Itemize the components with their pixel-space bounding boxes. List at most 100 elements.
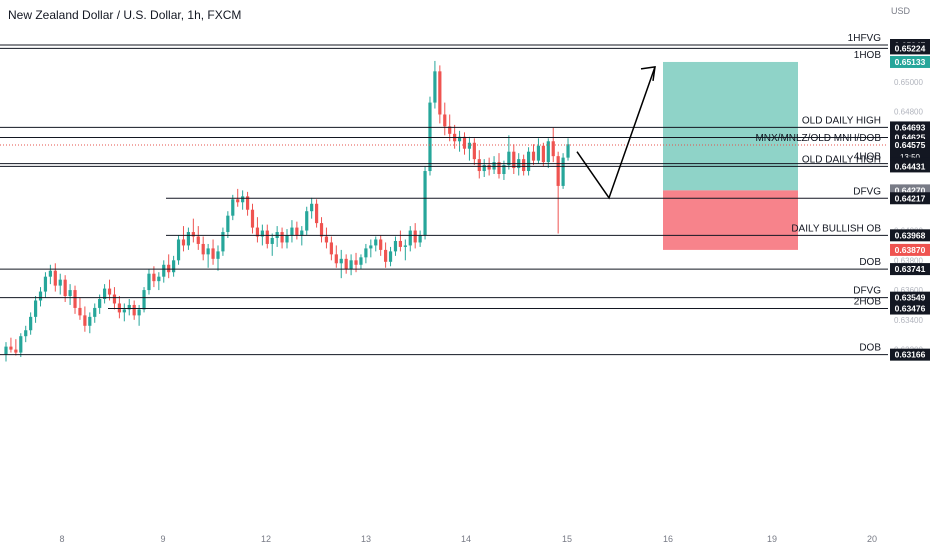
price-label-box xyxy=(890,42,930,55)
x-tick-label: 16 xyxy=(663,534,673,544)
candle-body xyxy=(477,159,481,172)
candle-body xyxy=(546,141,550,163)
candle-body xyxy=(201,243,205,255)
candle-body xyxy=(14,349,18,353)
candle-body xyxy=(24,330,28,337)
candle-body xyxy=(290,227,294,236)
candle-body xyxy=(531,151,536,161)
candle-body xyxy=(9,346,13,350)
price-axis[interactable]: 0.650000.648000.646000.642000.640000.638… xyxy=(890,39,930,361)
price-label-text: 0.64625 xyxy=(895,133,926,143)
price-label-text: 0.65133 xyxy=(895,57,926,67)
price-label-text: 0.63549 xyxy=(895,293,926,303)
symbol-title: New Zealand Dollar / U.S. Dollar, 1h, FX… xyxy=(8,8,242,22)
level-label: 1HOB xyxy=(854,50,882,61)
price-label-text: 0.65224 xyxy=(895,43,926,53)
y-tick-label: 0.63400 xyxy=(894,316,923,325)
candle-body xyxy=(117,303,121,313)
candle-body xyxy=(147,273,151,291)
candle-body xyxy=(137,309,141,316)
candle-body xyxy=(78,307,82,316)
price-label-box xyxy=(890,302,930,315)
candle-body xyxy=(221,232,225,252)
candle-body xyxy=(482,165,486,172)
candle-body xyxy=(300,230,304,236)
candle-body xyxy=(551,141,555,157)
candle-body xyxy=(132,304,136,316)
candle-body xyxy=(88,316,92,326)
candle-body xyxy=(522,159,526,172)
price-label-text: 0.64217 xyxy=(895,193,926,203)
candle-body xyxy=(181,239,186,246)
candle-body xyxy=(162,264,166,277)
candle-body xyxy=(305,211,309,231)
price-label-text: 0.64270 xyxy=(895,185,926,195)
time-axis[interactable]: 8 9 12 13 14 15 16 19 20 xyxy=(59,534,877,544)
candle-body xyxy=(344,258,348,270)
candle-body xyxy=(241,196,245,203)
candle-body xyxy=(270,237,274,244)
level-label: 4HOB xyxy=(854,152,882,163)
candle-body xyxy=(457,136,462,142)
level-label: 1HFVG xyxy=(848,33,882,44)
candle-body xyxy=(48,270,52,277)
candle-body xyxy=(112,294,117,304)
candle-body xyxy=(73,290,77,308)
candle-body xyxy=(462,136,467,149)
candle-body xyxy=(413,230,417,243)
candle-body xyxy=(507,151,511,166)
x-tick-label: 15 xyxy=(562,534,572,544)
candle-body xyxy=(103,288,107,300)
x-tick-label: 14 xyxy=(461,534,471,544)
x-tick-label: 19 xyxy=(767,534,777,544)
candle-body xyxy=(4,346,8,355)
candle-body xyxy=(388,251,393,262)
candle-body xyxy=(443,114,447,127)
candle-body xyxy=(487,165,491,170)
candle-body xyxy=(63,279,67,297)
candle-body xyxy=(157,276,161,282)
candle-body xyxy=(423,171,427,236)
candle-body xyxy=(43,276,48,292)
candle-body xyxy=(127,304,131,310)
candle-body xyxy=(216,251,220,259)
candle-body xyxy=(561,157,565,186)
price-label-text: 0.64693 xyxy=(895,122,926,132)
candle-body xyxy=(172,260,176,273)
candle-body xyxy=(196,236,200,244)
candle-body xyxy=(398,240,402,247)
candle-body xyxy=(280,232,284,243)
candle-body xyxy=(334,254,338,264)
candle-body xyxy=(226,215,230,233)
candle-body xyxy=(472,142,476,160)
candle-body xyxy=(211,248,215,259)
level-label: DOB xyxy=(859,343,881,354)
price-label-text: 0.63870 xyxy=(895,245,926,255)
candle-body xyxy=(93,307,97,317)
countdown-label: 13:50 xyxy=(900,153,921,162)
price-label-box xyxy=(890,229,930,242)
y-tick-label: 0.63800 xyxy=(894,256,923,265)
candle-body xyxy=(38,291,43,301)
candle-body xyxy=(428,102,432,172)
level-label: OLD DAILY HIGH xyxy=(802,154,881,165)
candle-body xyxy=(250,209,255,228)
candle-body xyxy=(236,199,240,203)
price-label-box xyxy=(890,192,930,205)
x-tick-label: 20 xyxy=(867,534,877,544)
price-label-box xyxy=(890,291,930,304)
candle-body xyxy=(556,156,560,186)
candle-body xyxy=(374,239,378,246)
y-tick-label: 0.65000 xyxy=(894,78,923,87)
candle-body xyxy=(339,258,343,264)
price-label-box xyxy=(890,160,930,173)
candle-body xyxy=(231,199,235,216)
candle-body xyxy=(142,290,146,310)
candle-body xyxy=(152,273,156,282)
level-label: DFVG xyxy=(853,186,881,197)
candle-body xyxy=(58,279,62,286)
candle-body xyxy=(364,248,368,258)
candle-body xyxy=(295,227,299,236)
candle-body xyxy=(245,196,250,210)
